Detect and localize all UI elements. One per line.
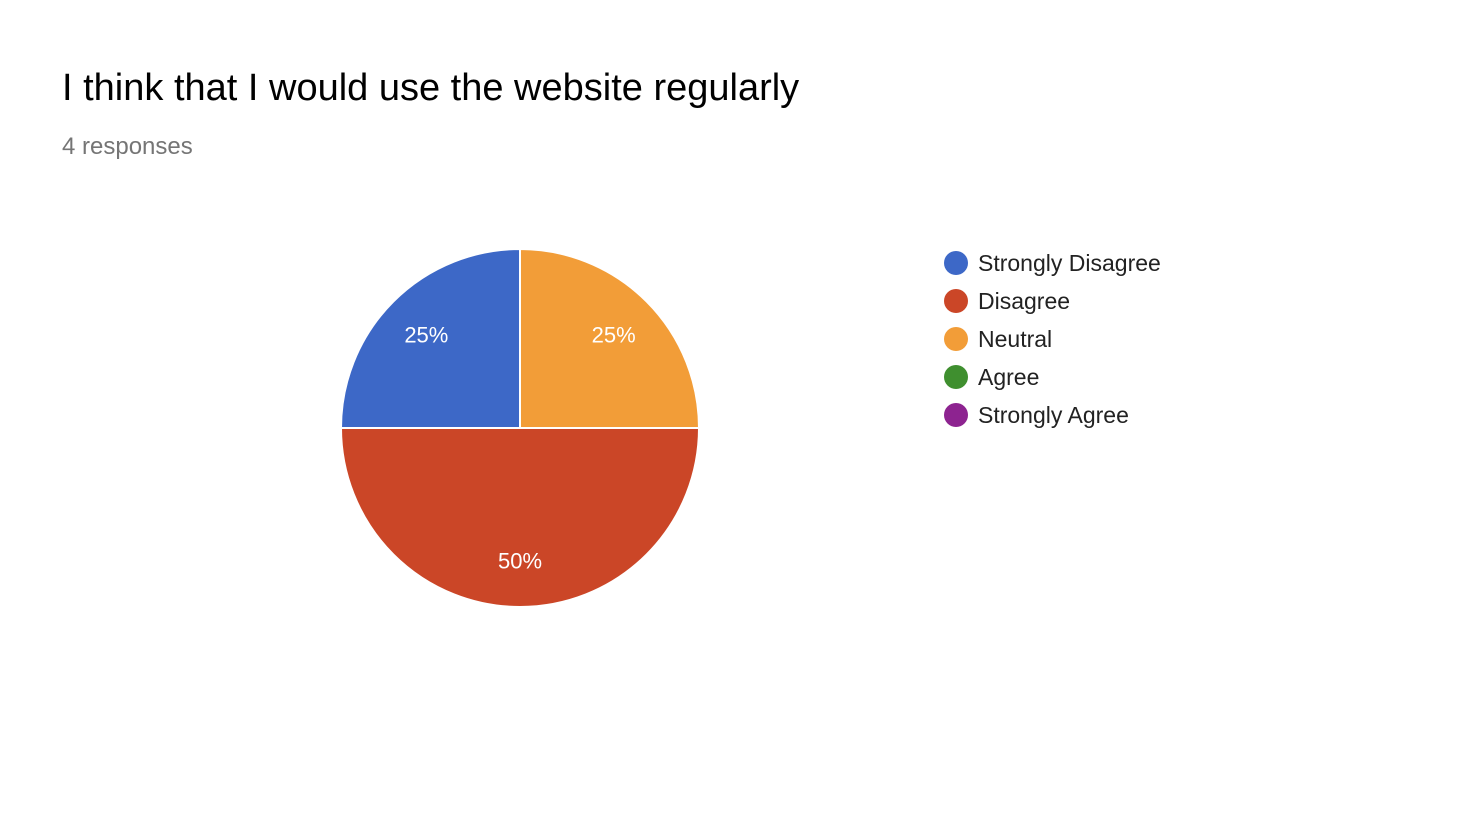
legend-label: Strongly Disagree [978,249,1161,276]
legend-item-agree: Agree [944,358,1161,396]
legend-label: Neutral [978,325,1053,352]
legend-swatch-agree [944,365,968,389]
pie-slice-disagree [339,427,701,608]
legend-swatch-strongly-agree [944,403,968,427]
legend-swatch-strongly-disagree [944,251,968,275]
legend-label: Strongly Agree [978,401,1129,428]
legend-swatch-disagree [944,289,968,313]
legend-item-disagree: Disagree [944,282,1161,320]
chart-title: I think that I would use the website reg… [62,67,800,109]
legend-item-strongly-agree: Strongly Agree [944,396,1161,434]
legend: Strongly Disagree Disagree Neutral Agree Str… [944,244,1161,434]
legend-item-strongly-disagree: Strongly Disagree [944,244,1161,282]
slice-label-neutral: 25% [592,322,636,347]
legend-swatch-neutral [944,327,968,351]
legend-label: Disagree [978,287,1071,314]
response-count: 4 responses [62,133,193,160]
pie-slice-neutral [519,247,701,429]
pie-slice-strongly-disagree [339,247,521,429]
legend-label: Agree [978,363,1040,390]
slice-label-strongly-disagree: 25% [404,322,448,347]
legend-item-neutral: Neutral [944,320,1161,358]
slice-label-disagree: 50% [498,548,542,573]
